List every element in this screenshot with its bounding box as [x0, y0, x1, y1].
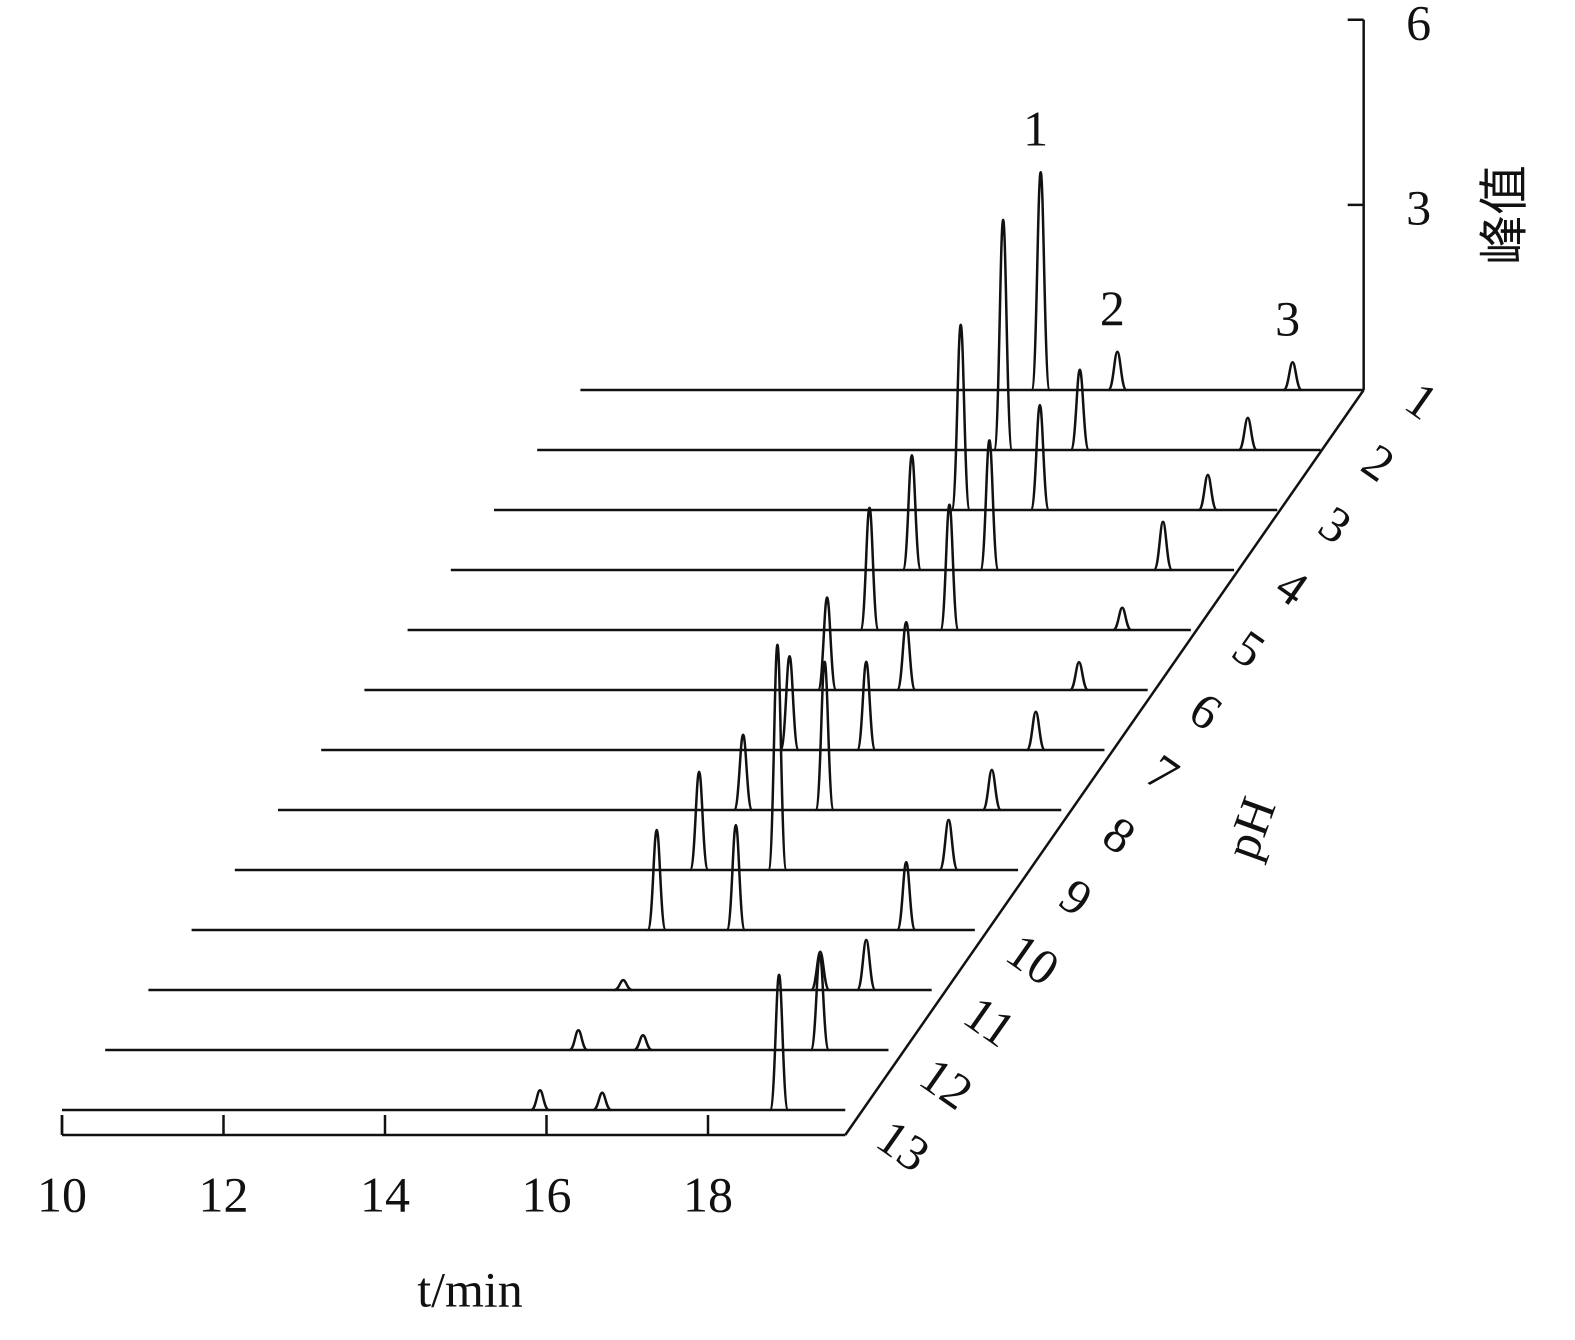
y-axis-label: 峰值	[1476, 165, 1532, 265]
peak	[1025, 710, 1047, 752]
peak	[779, 654, 800, 752]
x-axis-label: t/min	[417, 1261, 523, 1317]
z-tick-label: 10	[997, 922, 1070, 997]
z-tick-label: 12	[910, 1046, 983, 1121]
peak	[979, 439, 1000, 572]
peak	[1112, 606, 1132, 632]
peak	[814, 660, 835, 812]
peak	[768, 973, 790, 1112]
y-tick-label: 6	[1406, 0, 1431, 50]
peak	[856, 660, 877, 752]
peak-label: 1	[1023, 101, 1048, 157]
peak	[1107, 350, 1128, 392]
y-tick-label: 3	[1406, 179, 1431, 235]
peak	[981, 768, 1003, 812]
peak	[725, 823, 747, 932]
peak	[859, 506, 880, 632]
x-tick-label: 12	[199, 1166, 249, 1222]
z-tick-label: 6	[1180, 681, 1233, 741]
peak	[939, 503, 960, 632]
peak	[856, 938, 877, 992]
peak	[1030, 170, 1051, 392]
peak	[950, 323, 971, 512]
peak	[688, 770, 710, 872]
peak	[1197, 473, 1219, 512]
x-tick-label: 16	[522, 1166, 572, 1222]
z-tick-label: 7	[1136, 743, 1189, 803]
peak	[1282, 360, 1303, 392]
z-tick-label: 1	[1396, 370, 1449, 430]
z-tick-label: 4	[1266, 557, 1319, 617]
peak	[901, 453, 923, 572]
peak	[568, 1029, 588, 1052]
peak-label: 3	[1275, 291, 1300, 347]
peak	[592, 1091, 612, 1112]
peak	[1152, 520, 1174, 572]
z-tick-label: 9	[1050, 867, 1103, 927]
peak	[1237, 416, 1259, 452]
z-tick-label: 3	[1309, 495, 1362, 555]
x-tick-label: 18	[683, 1166, 733, 1222]
peak	[816, 596, 838, 692]
peak	[613, 978, 633, 992]
x-tick-label: 14	[360, 1166, 410, 1222]
peak	[530, 1089, 550, 1112]
peak-label: 2	[1100, 280, 1125, 336]
z-axis-label: pH	[1213, 790, 1287, 867]
peak	[992, 218, 1014, 452]
peak	[633, 1033, 653, 1052]
z-tick-label: 11	[954, 985, 1026, 1058]
peak	[895, 620, 917, 692]
peak	[1069, 660, 1089, 692]
x-tick-label: 10	[37, 1166, 87, 1222]
z-tick-label: 8	[1093, 805, 1146, 865]
peak	[732, 733, 754, 812]
z-tick-label: 5	[1223, 619, 1276, 679]
peak	[1029, 403, 1051, 512]
peak	[896, 860, 917, 932]
z-tick-label: 13	[867, 1108, 940, 1183]
depth-axis	[844, 389, 1365, 1136]
peak	[810, 950, 831, 992]
peak	[646, 828, 667, 932]
peak	[767, 643, 788, 872]
peak	[1069, 368, 1091, 452]
z-tick-label: 2	[1352, 432, 1405, 492]
peak	[938, 818, 959, 872]
peak	[809, 953, 831, 1052]
